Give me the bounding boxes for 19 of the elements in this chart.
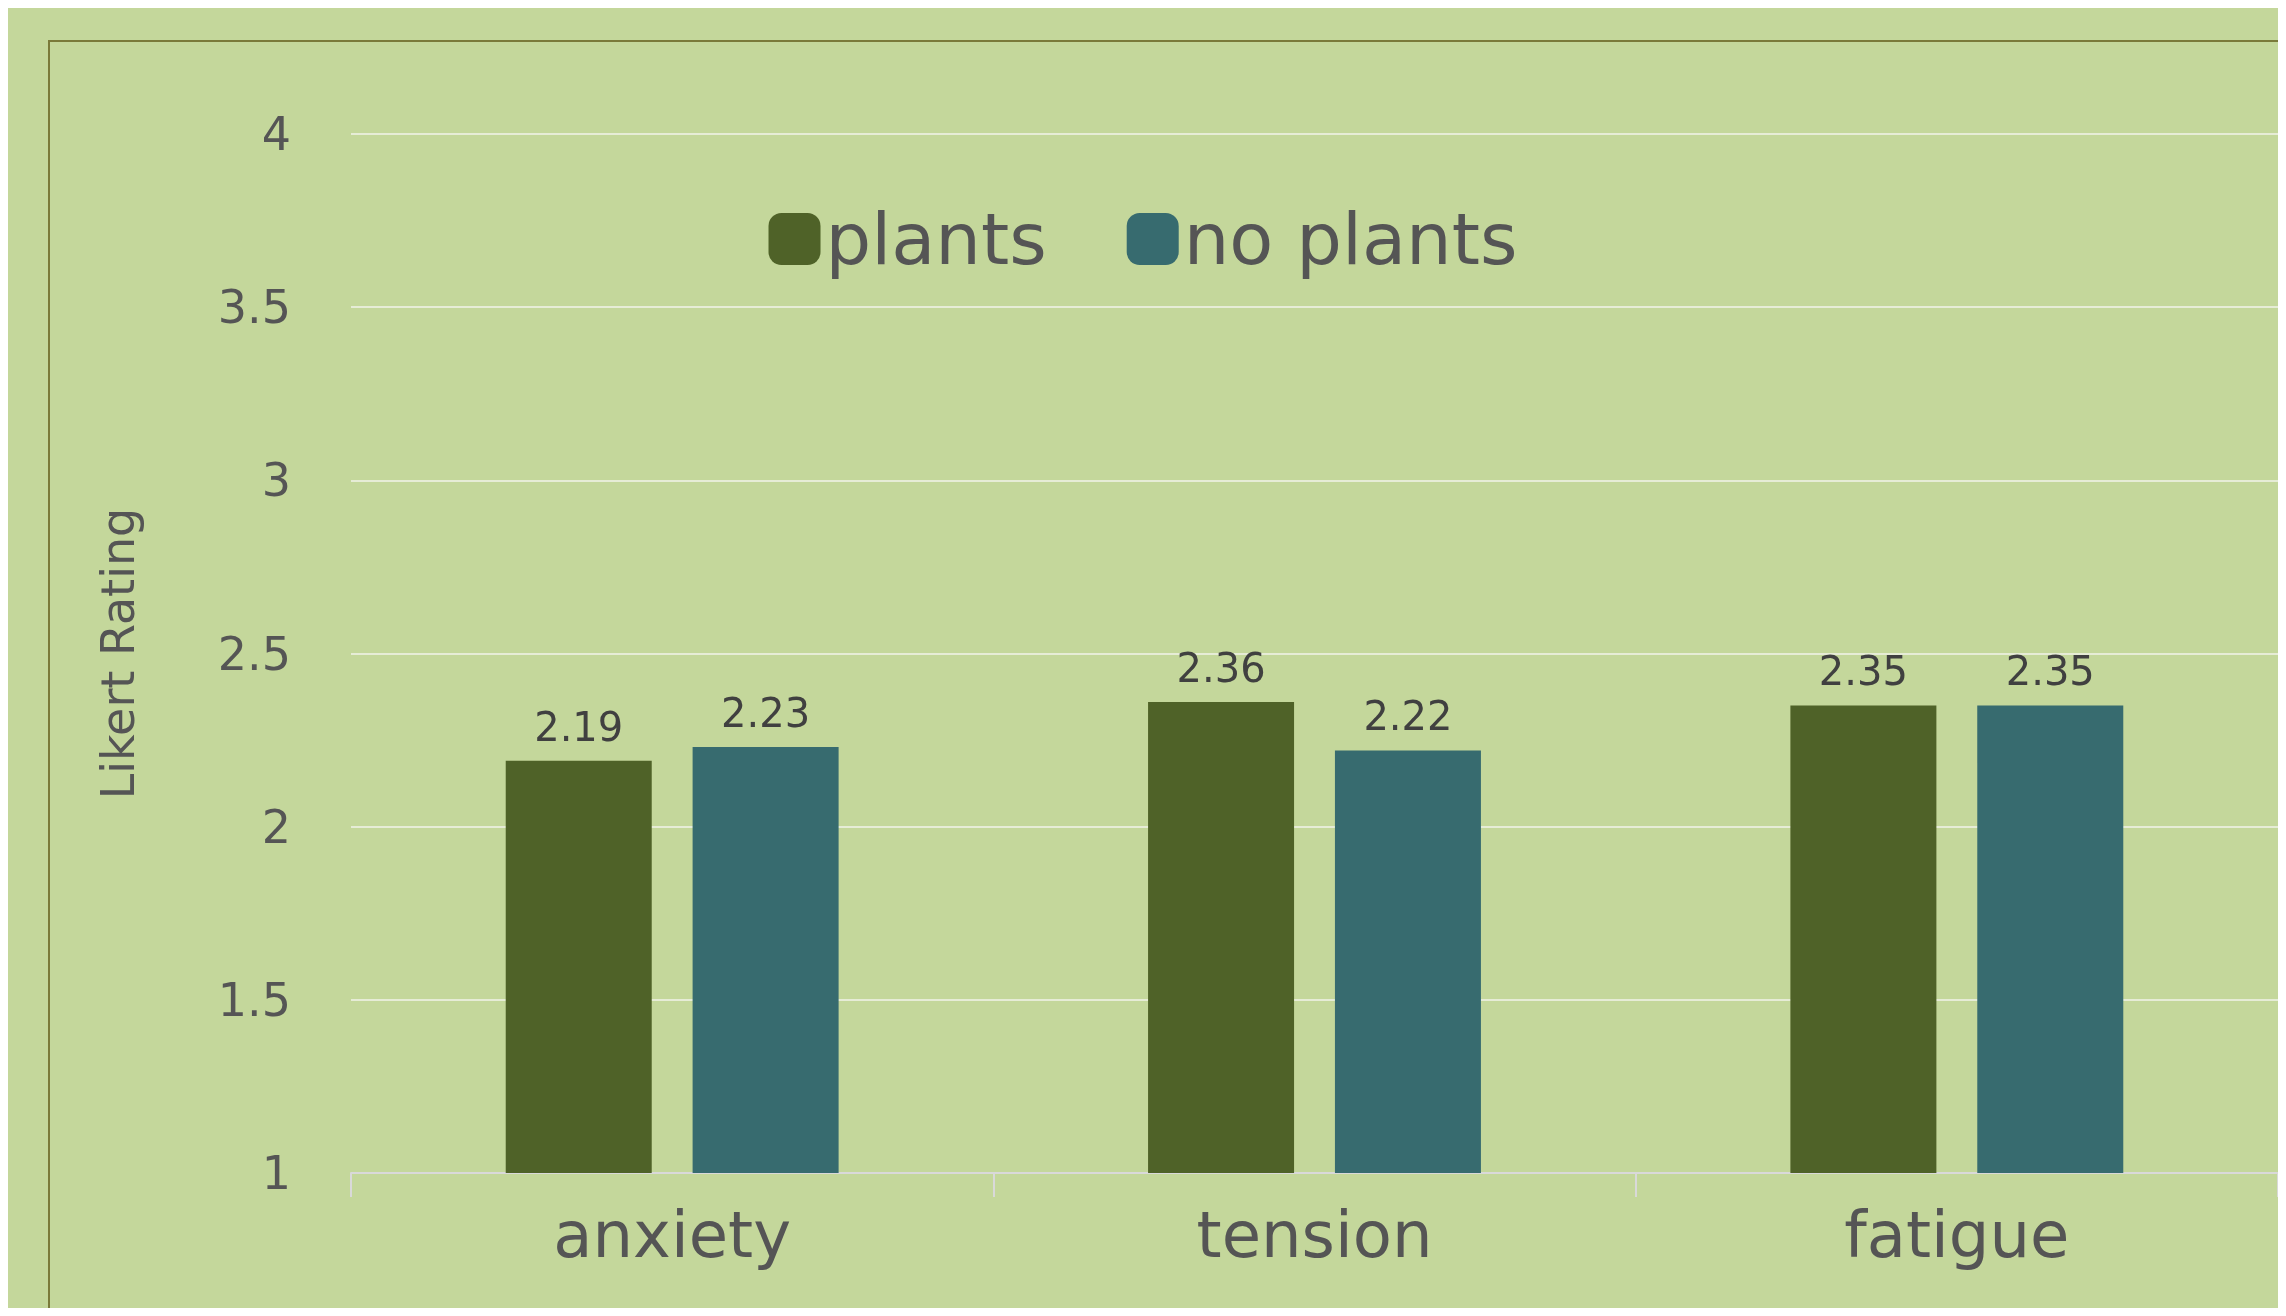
y-tick-label: 3.5 [217, 280, 291, 335]
data-label: 2.36 [1176, 644, 1266, 691]
y-tick-label: 1.5 [217, 972, 291, 1027]
x-tick-label: tension [1196, 1198, 1433, 1272]
y-tick-label: 4 [261, 107, 291, 161]
legend-label: no plants [1183, 197, 1518, 281]
y-tick-label: 3 [261, 453, 291, 508]
data-label: 2.35 [1818, 648, 1908, 695]
y-axis-title: Likert Rating [91, 507, 145, 800]
legend-label: plants [825, 197, 1047, 281]
y-tick-label: 1 [261, 1146, 291, 1200]
data-label: 2.22 [1363, 693, 1453, 740]
x-tick-label: anxiety [553, 1198, 792, 1272]
data-label: 2.35 [2005, 648, 2095, 695]
data-label: 2.23 [721, 690, 811, 737]
y-tick-label: 2.5 [217, 626, 291, 681]
data-label: 2.19 [534, 703, 624, 750]
x-tick-label: fatigue [1844, 1198, 2070, 1272]
y-tick-label: 2 [261, 799, 291, 854]
